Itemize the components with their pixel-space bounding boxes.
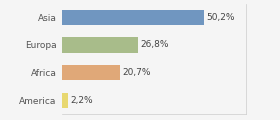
Text: 26,8%: 26,8% [140, 41, 169, 49]
Bar [62, 65, 120, 80]
Text: 50,2%: 50,2% [207, 13, 235, 22]
Text: 20,7%: 20,7% [123, 68, 151, 77]
Bar [62, 37, 138, 53]
Bar [62, 10, 204, 25]
Bar [62, 93, 68, 108]
Text: 2,2%: 2,2% [70, 96, 93, 105]
